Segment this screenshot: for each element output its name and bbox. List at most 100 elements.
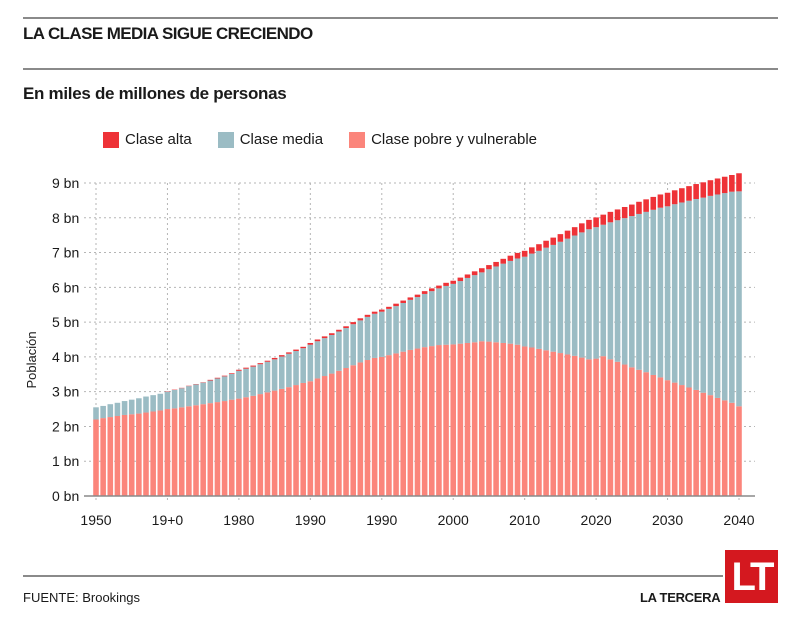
y-axis-label: Población (24, 331, 39, 388)
legend-swatch-pobre (349, 131, 366, 148)
bar-segment-pobre (364, 360, 371, 496)
y-tick-label: 5 bn (52, 314, 79, 330)
bar-segment-media (507, 260, 514, 344)
bar-segment-media (200, 382, 206, 405)
bar-segment-media (614, 220, 621, 362)
bar-segment-alta (621, 206, 628, 219)
bar-segment-pobre (429, 346, 435, 496)
bar-segment-media (693, 198, 699, 390)
bar-segment-alta (414, 294, 421, 298)
bar-segment-pobre (500, 342, 507, 496)
bar-segment-alta (693, 184, 699, 199)
bar-segment-media (493, 266, 499, 343)
bar-segment-alta (486, 265, 492, 270)
bar-segment-pobre (278, 388, 285, 496)
x-tick-label: 2020 (581, 512, 612, 528)
x-tick-label: 1990 (366, 512, 397, 528)
bar-segment-media (107, 404, 114, 418)
bar-segment-media (607, 222, 614, 360)
bar-segment-alta (300, 346, 306, 349)
bar-segment-pobre (264, 392, 271, 496)
bar-segment-media (457, 281, 464, 344)
bar-segment-alta (207, 379, 214, 381)
bar-segment-media (736, 191, 742, 407)
bar-segment-alta (521, 250, 528, 257)
bar-segment-media (407, 299, 414, 350)
bar-segment-alta (629, 204, 635, 217)
bar-segment-alta (600, 214, 607, 225)
bar-segment-media (557, 241, 564, 354)
bar-segment-pobre (228, 399, 235, 496)
x-tick-label: 1990 (295, 512, 326, 528)
bar-segment-media (664, 206, 671, 381)
bar-segment-media (171, 389, 178, 409)
x-axis-ticks: 1950 19+0 1980 1990 1990 2000 2010 2020 2030 2040 (80, 512, 754, 528)
bar-segment-media (143, 396, 149, 413)
bar-segment-alta (650, 196, 657, 210)
bar-segment-alta (614, 209, 621, 221)
bar-segment-alta (257, 363, 264, 365)
footer-rule (23, 575, 723, 577)
bar-segment-media (336, 331, 342, 371)
bar-segment-media (193, 384, 199, 406)
legend-label-alta: Clase alta (125, 131, 192, 148)
bar-segment-pobre (700, 392, 707, 496)
bar-segment-media (278, 356, 285, 389)
bar-segment-alta (657, 194, 664, 208)
brand-logo-text: LT (731, 554, 775, 599)
bar-segment-pobre (114, 416, 121, 496)
bar-segment-media (328, 334, 335, 374)
bar-segment-alta (278, 355, 285, 357)
bar-segment-media (257, 364, 264, 395)
bar-segment-media (536, 250, 542, 349)
bar-segment-media (450, 283, 457, 345)
bar-segment-media (421, 293, 428, 348)
bar-segment-alta (729, 175, 735, 192)
bar-segment-media (264, 361, 271, 393)
bar-segment-media (471, 275, 478, 343)
bar-segment-pobre (250, 395, 256, 496)
bar-segment-alta (264, 360, 271, 362)
bar-segment-pobre (378, 356, 385, 496)
bar-segment-media (707, 195, 714, 396)
bar-segment-alta (543, 240, 549, 248)
bar-segment-pobre (414, 348, 421, 496)
legend-item-media: Clase media (217, 131, 323, 148)
title-divider (23, 68, 778, 70)
bar-segment-alta (443, 282, 449, 286)
bar-segment-media (443, 285, 449, 345)
bar-segment-pobre (164, 409, 171, 496)
bar-segment-alta (721, 176, 728, 194)
stacked-bar-chart: 0 bn 1 bn 2 bn 3 bn 4 bn 5 bn 6 bn 7 bn 8 bn 9 bn… (24, 173, 755, 528)
brand-logo: LT (725, 550, 778, 603)
bar-segment-media (357, 320, 364, 363)
bar-segment-alta (471, 271, 478, 276)
bar-segment-pobre (200, 404, 206, 496)
legend-swatch-media (217, 131, 234, 148)
bar-segment-media (593, 227, 599, 359)
bar-segment-pobre (643, 372, 649, 496)
bar-segment-media (543, 247, 549, 351)
bar-segment-media (400, 302, 406, 352)
bar-segment-alta (464, 274, 471, 278)
bar-segment-alta (514, 252, 521, 259)
bar-segment-pobre (436, 345, 442, 496)
bar-segment-pobre (243, 397, 249, 496)
bar-segment-media (307, 344, 314, 382)
x-tick-label: 1980 (223, 512, 254, 528)
x-tick-label: 2010 (509, 512, 540, 528)
bar-segment-media (621, 218, 628, 365)
bar-segment-pobre (307, 381, 314, 496)
bar-segment-media (121, 401, 128, 415)
bar-segment-alta (243, 367, 249, 369)
bar-segment-pobre (736, 406, 742, 496)
bar-segment-alta (271, 357, 278, 360)
bar-segment-media (571, 235, 578, 356)
bar-segment-media (186, 386, 192, 407)
bar-segment-alta (686, 186, 692, 201)
bar-segment-media (486, 269, 492, 342)
bar-segment-alta (350, 322, 356, 325)
x-tick-label: 2040 (723, 512, 754, 528)
bar-segment-alta (671, 190, 678, 205)
y-tick-label: 1 bn (52, 453, 79, 469)
